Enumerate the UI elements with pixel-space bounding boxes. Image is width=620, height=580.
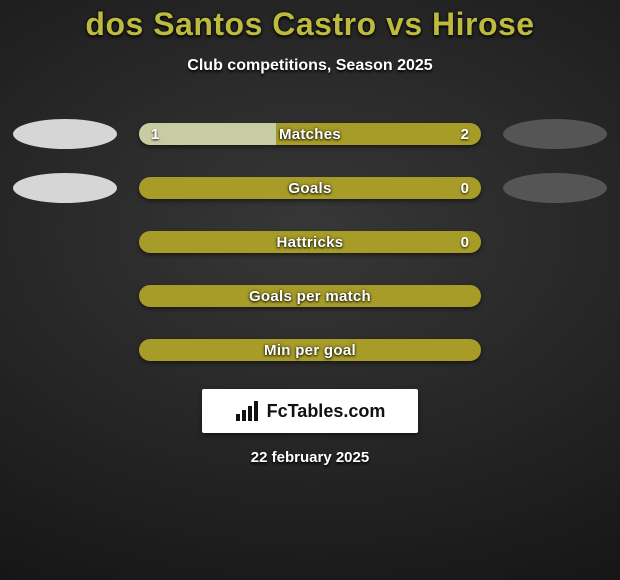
player-left-marker: [13, 119, 117, 149]
date-line: 22 february 2025: [251, 449, 369, 466]
spacer: [503, 281, 607, 311]
spacer: [503, 335, 607, 365]
stat-bar: 0Hattricks: [139, 231, 481, 253]
stat-label: Goals per match: [139, 288, 481, 305]
player-right-marker: [503, 119, 607, 149]
stat-row: Min per goal: [10, 335, 610, 365]
bars-icon: [235, 400, 261, 422]
stat-bar: Min per goal: [139, 339, 481, 361]
stat-rows: 12Matches 0Goals 0Hattricks Goals per match…: [10, 119, 610, 365]
stat-bar: 0Goals: [139, 177, 481, 199]
spacer: [13, 335, 117, 365]
stat-bar: Goals per match: [139, 285, 481, 307]
stat-row: 0Goals: [10, 173, 610, 203]
spacer: [13, 281, 117, 311]
stat-label: Min per goal: [139, 342, 481, 359]
brand-text: FcTables.com: [267, 401, 386, 422]
spacer: [13, 227, 117, 257]
stat-row: Goals per match: [10, 281, 610, 311]
stat-label: Matches: [139, 126, 481, 143]
player-left-marker: [13, 173, 117, 203]
subtitle: Club competitions, Season 2025: [187, 57, 432, 75]
brand-badge: FcTables.com: [202, 389, 418, 433]
stat-row: 0Hattricks: [10, 227, 610, 257]
comparison-card: dos Santos Castro vs Hirose Club competi…: [0, 0, 620, 466]
stat-label: Goals: [139, 180, 481, 197]
stat-row: 12Matches: [10, 119, 610, 149]
spacer: [503, 227, 607, 257]
stat-bar: 12Matches: [139, 123, 481, 145]
page-title: dos Santos Castro vs Hirose: [85, 6, 534, 43]
player-right-marker: [503, 173, 607, 203]
stat-label: Hattricks: [139, 234, 481, 251]
